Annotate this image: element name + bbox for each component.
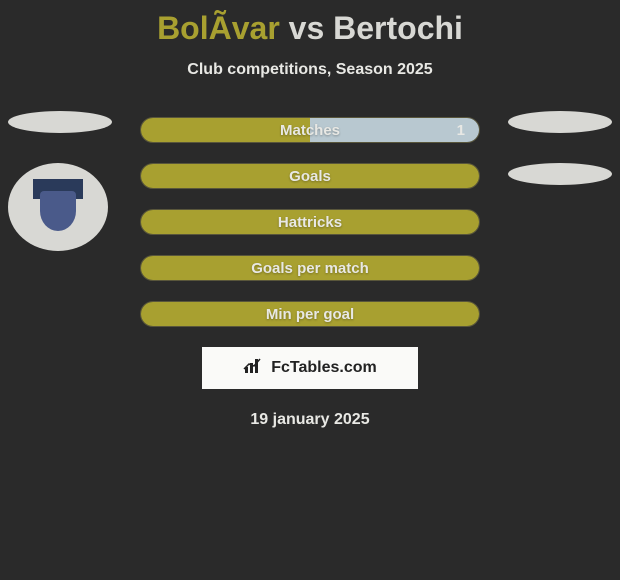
vs-text: vs xyxy=(289,10,325,46)
player-placeholder-right-2 xyxy=(508,163,612,185)
bar-value: 1 xyxy=(457,122,465,139)
team-a-name: BolÃ­var xyxy=(157,10,280,46)
attribution-text: FcTables.com xyxy=(271,359,377,377)
shield-icon xyxy=(28,177,88,237)
bar-label: Matches xyxy=(280,122,340,139)
player-placeholder-right-1 xyxy=(508,111,612,133)
stat-bar: Hattricks xyxy=(140,209,480,235)
chart-icon xyxy=(243,357,265,380)
stat-bar: Goals per match xyxy=(140,255,480,281)
team-b-name: Bertochi xyxy=(333,10,463,46)
comparison-bars: Matches 1 Goals Hattricks Goals per match Min… xyxy=(140,117,480,327)
subtitle: Club competitions, Season 2025 xyxy=(0,61,620,79)
bar-label: Min per goal xyxy=(266,306,354,323)
bar-label: Goals xyxy=(289,168,331,185)
page-title: BolÃ­var vs Bertochi xyxy=(0,0,620,47)
club-logo-left xyxy=(8,163,108,251)
stat-bar: Min per goal xyxy=(140,301,480,327)
stat-bar: Goals xyxy=(140,163,480,189)
right-badge-column xyxy=(508,111,612,215)
bar-label: Goals per match xyxy=(251,260,369,277)
player-placeholder-left xyxy=(8,111,112,133)
attribution-badge: FcTables.com xyxy=(202,347,418,389)
bar-label: Hattricks xyxy=(278,214,342,231)
stat-bar: Matches 1 xyxy=(140,117,480,143)
date-label: 19 january 2025 xyxy=(0,411,620,429)
content-area: Matches 1 Goals Hattricks Goals per match Min… xyxy=(0,117,620,429)
left-badge-column xyxy=(8,111,112,251)
